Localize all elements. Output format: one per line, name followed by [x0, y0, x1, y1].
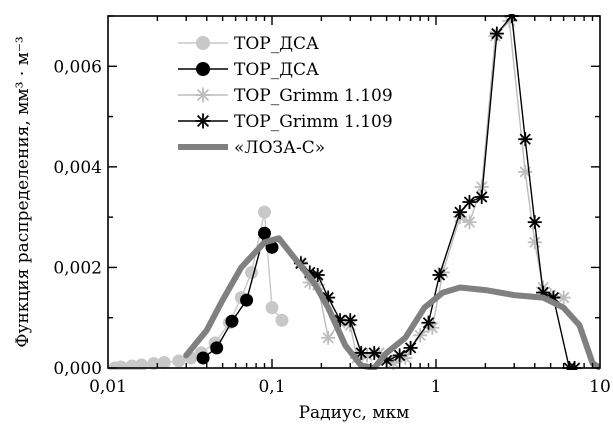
series-3-point-8-stroke-3	[380, 354, 393, 367]
series-0-point-6	[172, 354, 186, 368]
plot-frame	[107, 15, 601, 369]
x-tick-label: 0,01	[89, 377, 127, 397]
x-tick-label: 1	[431, 377, 442, 397]
series-3-point-14-stroke-3	[463, 196, 476, 208]
series-0-point-3	[134, 358, 148, 370]
series-3-point-16-stroke-3	[491, 27, 503, 40]
series-3-point-6-stroke-3	[355, 347, 367, 359]
series-2-point-9-stroke-3	[387, 357, 400, 369]
legend-marker-0	[196, 36, 210, 50]
series-3-point-11	[421, 315, 436, 330]
legend-label-3: TOP_Grimm 1.109	[234, 112, 393, 132]
series-0-point-14	[265, 301, 279, 315]
axes: 0,01 0,1 1 10 0,000 0,002 0,004 0,006 Радиус, мк…	[13, 15, 611, 423]
legend-entry-1: TOP_ДСА	[178, 60, 319, 80]
series-3-point-10-stroke-3	[404, 342, 417, 354]
series-2-point-23-stroke-3	[557, 291, 570, 304]
series-0-point-1	[114, 360, 128, 370]
y-axis-title: Функция распределения, мм³ · м⁻³	[13, 36, 33, 347]
series-3-point-7	[367, 345, 382, 360]
series-3-point-9	[392, 348, 407, 363]
series-2-line	[300, 20, 565, 364]
legend-entry-3: TOP_Grimm 1.109	[178, 112, 393, 132]
legend-label-4: «ЛОЗА-С»	[234, 138, 325, 158]
y-tick-label: 0,006	[53, 57, 102, 77]
series-3-point-10	[403, 340, 418, 355]
series-3-point-18	[518, 132, 533, 147]
series-3-point-11-stroke-3	[422, 317, 435, 329]
series-3-point-19	[527, 215, 542, 230]
series-2-point-16-stroke-3	[476, 181, 488, 193]
y-tick-label: 0,004	[53, 158, 102, 178]
series-2-point-3	[321, 330, 336, 345]
legend: TOP_ДСА TOP_ДСА TOP_Grimm 1.109 TOP_Grimm 1…	[178, 34, 393, 158]
series-0-point-5	[157, 355, 171, 369]
series-3-point-18-stroke-3	[519, 133, 531, 145]
legend-entry-2: TOP_Grimm 1.109	[178, 86, 393, 106]
legend-marker-1	[196, 62, 210, 76]
series-3-point-15-stroke-3	[476, 191, 488, 203]
y-tick-label: 0,000	[53, 359, 102, 379]
series-0-point-12	[245, 265, 259, 279]
series-3-point-15	[474, 190, 489, 205]
legend-marker-2	[195, 87, 211, 103]
series-3-point-12-stroke-3	[433, 269, 446, 281]
y-tick-label: 0,002	[53, 258, 102, 278]
series-3-point-12	[432, 267, 447, 282]
series-2-point-15	[462, 215, 477, 230]
series-3-point-13-stroke-3	[454, 206, 466, 218]
x-tick-label: 10	[589, 377, 611, 397]
series-1-point-1	[210, 341, 224, 355]
series-0-point-15	[275, 313, 289, 327]
series-3-point-7-stroke-3	[368, 347, 380, 359]
plot-area	[108, 14, 600, 370]
legend-label-2: TOP_Grimm 1.109	[234, 86, 393, 106]
series-1-point-4	[257, 226, 271, 240]
legend-marker-3-stroke-3	[196, 114, 210, 128]
series-2-point-3-stroke-3	[322, 332, 334, 344]
x-axis-title: Радиус, мкм	[299, 403, 410, 423]
series-1-point-3	[240, 293, 254, 307]
series-2-point-20	[527, 235, 542, 250]
series-0-point-13	[257, 205, 271, 219]
series-3-point-5-stroke-3	[344, 314, 356, 326]
series-2-point-23	[556, 290, 571, 305]
series-4-line	[183, 235, 600, 370]
x-tick-label: 0,1	[258, 377, 285, 397]
series-3-point-6	[354, 345, 369, 360]
legend-entry-4: «ЛОЗА-С»	[178, 138, 325, 158]
series-1-point-0	[196, 351, 210, 365]
series-3-point-16	[489, 26, 504, 41]
legend-label-1: TOP_ДСА	[234, 60, 319, 80]
series-1-point-2	[225, 314, 239, 328]
series-3-line	[300, 15, 576, 369]
series-2-point-15-stroke-3	[463, 216, 476, 228]
series-3-point-9-stroke-3	[393, 349, 406, 362]
series-3-point-13	[452, 205, 467, 220]
series-3-point-5	[343, 313, 358, 328]
series-2-point-10	[398, 350, 413, 365]
legend-marker-2-stroke-3	[196, 88, 210, 102]
series-2-point-10-stroke-3	[399, 352, 411, 364]
series-2-point-20-stroke-3	[529, 236, 541, 248]
legend-entry-0: TOP_ДСА	[178, 34, 319, 54]
series-4	[183, 235, 600, 370]
legend-marker-3	[195, 113, 211, 129]
series-3-point-14	[462, 195, 477, 210]
legend-label-0: TOP_ДСА	[234, 34, 319, 54]
series-3-point-19-stroke-3	[529, 216, 541, 228]
